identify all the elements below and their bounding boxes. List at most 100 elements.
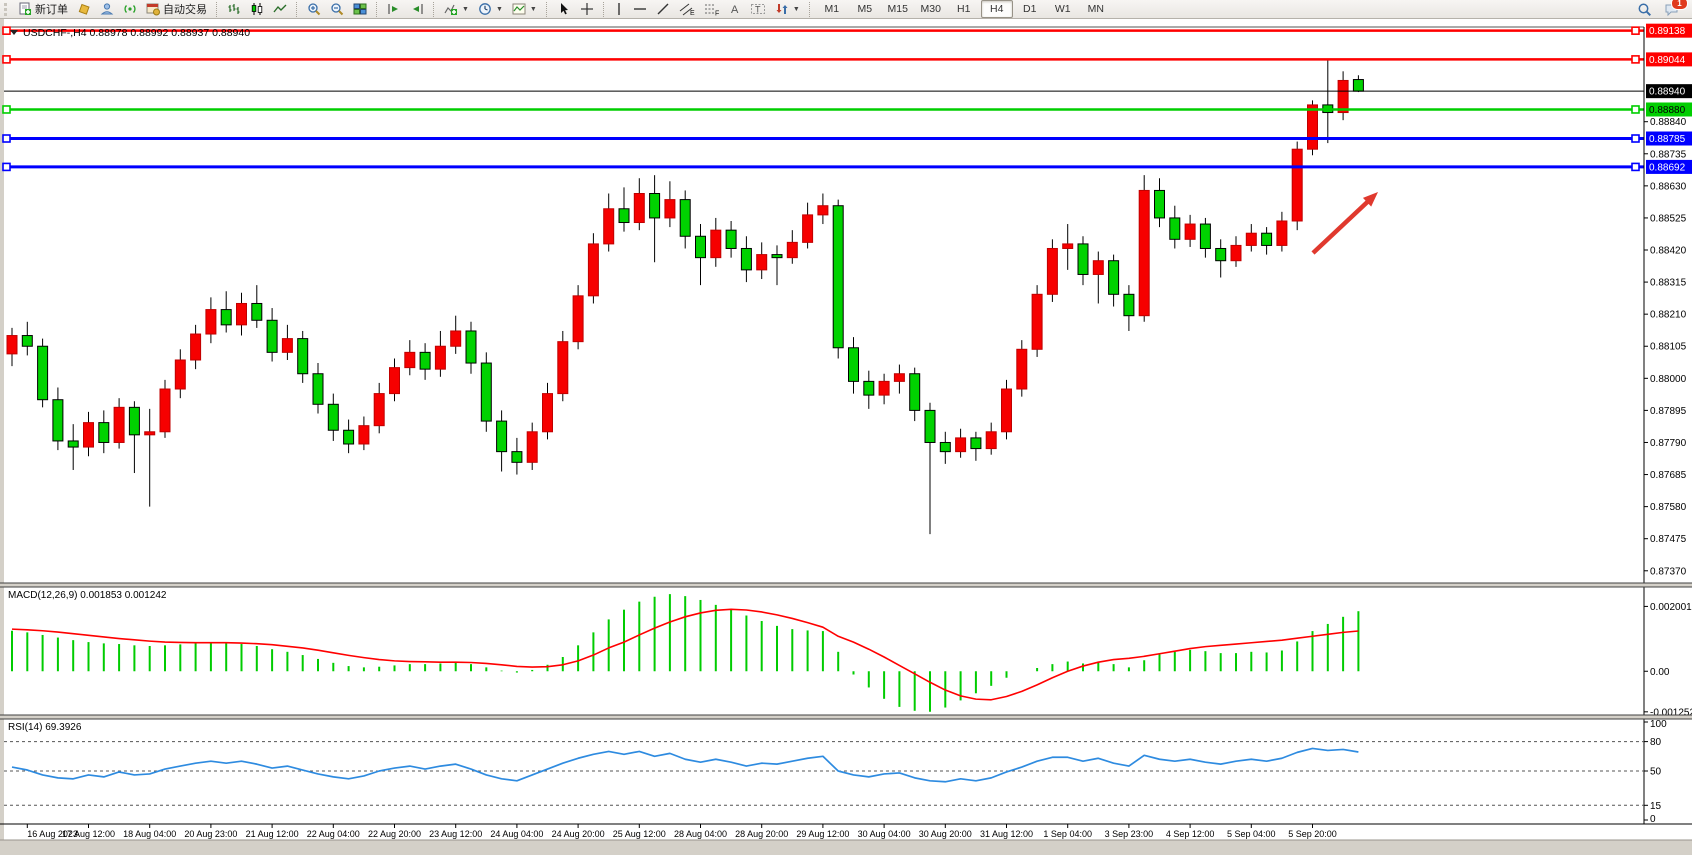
trend-arrow-shaft[interactable]: [1311, 197, 1373, 255]
hline-right-handle[interactable]: [1631, 162, 1640, 172]
candlestick-chart-button[interactable]: [246, 0, 268, 19]
candle-bullish: [236, 302, 247, 326]
candle-bearish: [297, 338, 309, 375]
hline-support-1[interactable]: [2, 134, 1644, 143]
hline-resistance-1[interactable]: [2, 26, 1644, 35]
candle-bullish: [159, 388, 171, 433]
hline-right-handle[interactable]: [1631, 26, 1640, 35]
text-button[interactable]: A: [725, 0, 745, 19]
rsi-axis-label: 0: [1650, 814, 1656, 825]
indicators-button[interactable]: ▼: [440, 0, 473, 19]
trendline-button[interactable]: [652, 0, 674, 19]
macd-label: MACD(12,26,9) 0.001853 0.001242: [8, 590, 167, 601]
time-axis-label: 30 Aug 04:00: [858, 829, 911, 839]
cursor-button[interactable]: [553, 0, 575, 19]
price-chart[interactable]: USDCHF-,H4 0.88978 0.88992 0.88937 0.889…: [0, 19, 1692, 850]
new-order-button[interactable]: 新订单: [14, 0, 72, 19]
timeframe-m30-button[interactable]: M30: [920, 3, 941, 15]
toolbar-separator: [433, 1, 435, 17]
macd-axis-label: 0.002001: [1650, 602, 1692, 613]
candle-bearish: [1352, 79, 1364, 92]
new-order-label: 新订单: [35, 4, 68, 16]
candle-bearish: [1108, 260, 1120, 295]
window-bottom-edge: [0, 840, 1692, 850]
price-badge-support-1: 0.88785: [1646, 131, 1692, 146]
notification-badge: 1: [1671, 0, 1688, 10]
chart-shift-button[interactable]: [406, 0, 428, 19]
hline-support-2[interactable]: [2, 162, 1644, 172]
zoom-in-button[interactable]: [303, 0, 325, 19]
time-axis-label: 3 Sep 23:00: [1105, 829, 1154, 839]
time-axis-label: 31 Aug 12:00: [980, 829, 1033, 839]
chart-window[interactable]: USDCHF-,H4 0.88978 0.88992 0.88937 0.889…: [0, 19, 1692, 850]
timeframe-h1-button[interactable]: H1: [957, 3, 971, 15]
timeframe-d1-button[interactable]: D1: [1023, 3, 1037, 15]
arrows-button[interactable]: ▼: [771, 0, 804, 19]
candle-bullish: [1276, 220, 1288, 246]
signals-button[interactable]: [119, 0, 141, 19]
candle-bearish: [1077, 243, 1089, 275]
hline-resistance-2[interactable]: [2, 55, 1644, 64]
time-axis-label: 16 Aug 2023: [27, 829, 78, 839]
hline-left-handle[interactable]: [2, 134, 11, 143]
toolbar-separator: [602, 1, 605, 17]
toolbar-grip[interactable]: [4, 2, 10, 16]
profile-button[interactable]: [96, 0, 118, 19]
templates-button[interactable]: ▼: [508, 0, 541, 19]
timeframe-h4-button[interactable]: H4: [980, 0, 1013, 18]
fibonacci-button[interactable]: F: [700, 0, 724, 19]
hline-left-handle[interactable]: [2, 105, 11, 114]
time-axis-label: 24 Aug 04:00: [490, 829, 543, 839]
candle-bullish: [664, 199, 676, 219]
price-badge-support-2: 0.88692: [1646, 159, 1692, 174]
hline-left-handle[interactable]: [2, 55, 11, 64]
periods-button[interactable]: ▼: [474, 0, 507, 19]
candle-bearish: [52, 399, 64, 442]
panel-splitter[interactable]: [0, 583, 1692, 587]
hline-left-handle[interactable]: [2, 26, 11, 35]
market-button[interactable]: [73, 0, 95, 19]
autotrade-button[interactable]: 自动交易: [142, 0, 211, 19]
tile-windows-button[interactable]: [349, 0, 371, 19]
crosshair-button[interactable]: [576, 0, 598, 19]
chat-button[interactable]: 1: [1660, 0, 1688, 19]
candle-bearish: [220, 309, 232, 326]
line-chart-button[interactable]: [269, 0, 291, 19]
auto-scroll-button[interactable]: [383, 0, 405, 19]
horizontal-line-button[interactable]: [629, 0, 651, 19]
timeframe-mn-button[interactable]: MN: [1087, 3, 1104, 15]
hline-left-handle[interactable]: [2, 162, 11, 172]
price-badge-pivot-text: 0.88880: [1649, 105, 1686, 116]
trend-arrow[interactable]: [1311, 192, 1378, 255]
line-chart-icon: [273, 2, 287, 16]
candle-bearish: [128, 406, 140, 436]
candle-bearish: [266, 319, 278, 353]
timeframe-m1-button[interactable]: M1: [824, 3, 840, 15]
symbol-dropdown-icon[interactable]: [10, 30, 18, 35]
fibonacci-icon: F: [704, 2, 720, 18]
timeframe-w1-button[interactable]: W1: [1054, 3, 1071, 15]
channel-button[interactable]: E: [675, 0, 699, 19]
bar-chart-button[interactable]: [223, 0, 245, 19]
price-badge-resistance-1-bg: [1646, 23, 1692, 38]
search-button[interactable]: [1633, 0, 1656, 19]
candle-bearish: [695, 235, 706, 259]
hline-right-handle[interactable]: [1631, 134, 1640, 143]
candle-bearish: [909, 373, 921, 411]
hline-pivot[interactable]: [2, 105, 1644, 114]
vertical-line-button[interactable]: [610, 0, 628, 19]
candle-bullish: [174, 359, 186, 390]
rsi-axis-label: 15: [1650, 801, 1662, 812]
price-axis-label: 0.87685: [1650, 470, 1687, 481]
panel-splitter[interactable]: [0, 715, 1692, 719]
candle-bearish: [327, 403, 339, 431]
hline-right-handle[interactable]: [1631, 55, 1640, 64]
zoom-out-button[interactable]: [326, 0, 348, 19]
timeframe-m5-button[interactable]: M5: [857, 3, 873, 15]
time-axis-label: 18 Aug 04:00: [123, 829, 176, 839]
timeframe-m15-button[interactable]: M15: [887, 3, 908, 15]
price-axis-label: 0.87790: [1650, 438, 1687, 449]
text-label-button[interactable]: T: [746, 0, 770, 19]
hline-right-handle[interactable]: [1631, 105, 1640, 114]
